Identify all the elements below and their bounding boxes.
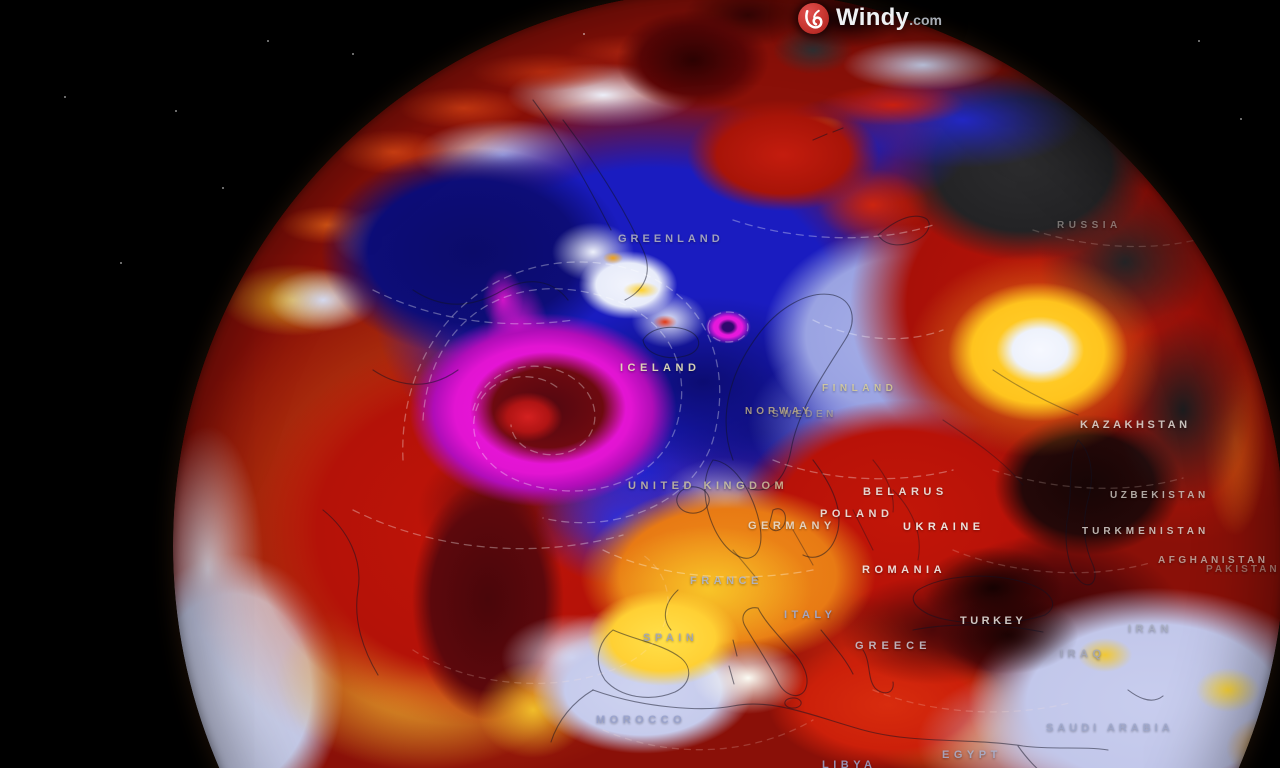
coast-scandinavia — [725, 293, 853, 491]
star — [64, 96, 66, 98]
coast-blacksea — [912, 575, 1054, 624]
coast-north-africa — [592, 689, 1109, 751]
country-label-morocco: MOROCCO — [596, 714, 687, 726]
country-label-sweden: SWEDEN — [772, 409, 837, 420]
streamline — [352, 509, 624, 550]
country-label-belarus: BELARUS — [863, 486, 948, 498]
coast-caspian — [1065, 439, 1096, 586]
star — [222, 187, 224, 189]
globe[interactable] — [173, 0, 1280, 768]
star — [1198, 40, 1200, 42]
country-label-libya: LIBYA — [822, 759, 877, 768]
coast-greece — [862, 649, 894, 694]
coast-persian-gulf — [1127, 689, 1164, 701]
coast-sicily — [784, 697, 802, 709]
star — [583, 33, 585, 35]
streamline — [472, 365, 596, 456]
streamline — [422, 288, 683, 492]
coast-adriatic — [820, 629, 854, 675]
coastline-borders-overlay — [322, 99, 1164, 768]
windy-logo-text: Windy .com — [836, 4, 942, 32]
country-label-united-kingdom: UNITED KINGDOM — [628, 480, 789, 492]
country-label-spain: SPAIN — [643, 632, 699, 644]
coast-corsica-sardinia — [728, 639, 738, 685]
country-label-uzbekistan: UZBEKISTAN — [1110, 490, 1209, 501]
country-label-greenland: GREENLAND — [618, 233, 724, 245]
streamline — [402, 261, 721, 524]
streamline — [602, 549, 814, 578]
windy-logo[interactable]: Windy .com — [798, 1, 942, 35]
country-label-turkey: TURKEY — [960, 615, 1027, 627]
border-europe-2 — [872, 459, 920, 561]
star — [352, 53, 354, 55]
country-label-pakistan: PAKISTAN — [1206, 564, 1280, 575]
coast-svalbard — [812, 127, 844, 141]
coast-baltic — [802, 459, 840, 558]
streamline — [1032, 229, 1214, 248]
windy-swirl-icon — [798, 2, 829, 34]
coast-red-sea — [1017, 745, 1038, 768]
star — [175, 110, 177, 112]
coast-labrador — [322, 281, 569, 676]
coast-greenland — [532, 99, 648, 301]
country-label-france: FRANCE — [690, 575, 763, 587]
coast-uk — [704, 459, 762, 559]
country-label-saudi-arabia: SAUDI ARABIA — [1046, 722, 1174, 734]
country-label-germany: GERMANY — [748, 520, 836, 532]
coast-denmark — [768, 508, 786, 532]
country-label-iceland: ICELAND — [620, 362, 701, 374]
country-label-russia: RUSSIA — [1057, 220, 1122, 231]
streamline — [602, 719, 814, 751]
country-label-poland: POLAND — [820, 508, 894, 520]
coast-novaya-zemlya — [877, 215, 930, 246]
border-russia — [942, 369, 1079, 486]
streamline — [707, 311, 749, 343]
brand-name: Windy — [836, 4, 910, 31]
brand-suffix: .com — [909, 12, 942, 28]
country-label-afghanistan: AFGHANISTAN — [1158, 555, 1269, 566]
country-label-egypt: EGYPT — [942, 749, 1002, 761]
coast-ireland — [676, 486, 710, 514]
country-label-iran: IRAN — [1128, 623, 1173, 635]
country-label-finland: FINLAND — [822, 383, 898, 394]
star — [120, 262, 122, 264]
country-label-iraq: IRAQ — [1060, 648, 1106, 660]
coast-anatolia — [912, 624, 1044, 633]
star — [1240, 118, 1242, 120]
country-label-turkmenistan: TURKMENISTAN — [1082, 526, 1210, 537]
country-label-romania: ROMANIA — [862, 564, 947, 576]
coast-iberia — [597, 629, 690, 698]
streamline — [952, 549, 1154, 574]
country-label-norway: NORWAY — [745, 406, 813, 417]
country-label-greece: GREECE — [855, 640, 932, 652]
wind-streamlines-overlay — [352, 219, 1214, 751]
coast-italy — [742, 607, 808, 697]
coast-iceland — [642, 326, 700, 359]
border-europe-1 — [732, 509, 874, 581]
coast-biscay — [664, 589, 679, 631]
streamline — [872, 689, 1074, 713]
country-label-italy: ITALY — [784, 609, 837, 621]
country-label-ukraine: UKRAINE — [903, 521, 985, 533]
streamline — [992, 469, 1184, 489]
coast-morocco — [550, 689, 594, 743]
streamline — [812, 319, 944, 340]
streamline — [772, 459, 954, 480]
star — [267, 40, 269, 42]
streamline — [412, 554, 669, 685]
country-label-kazakhstan: KAZAKHSTAN — [1080, 419, 1191, 431]
